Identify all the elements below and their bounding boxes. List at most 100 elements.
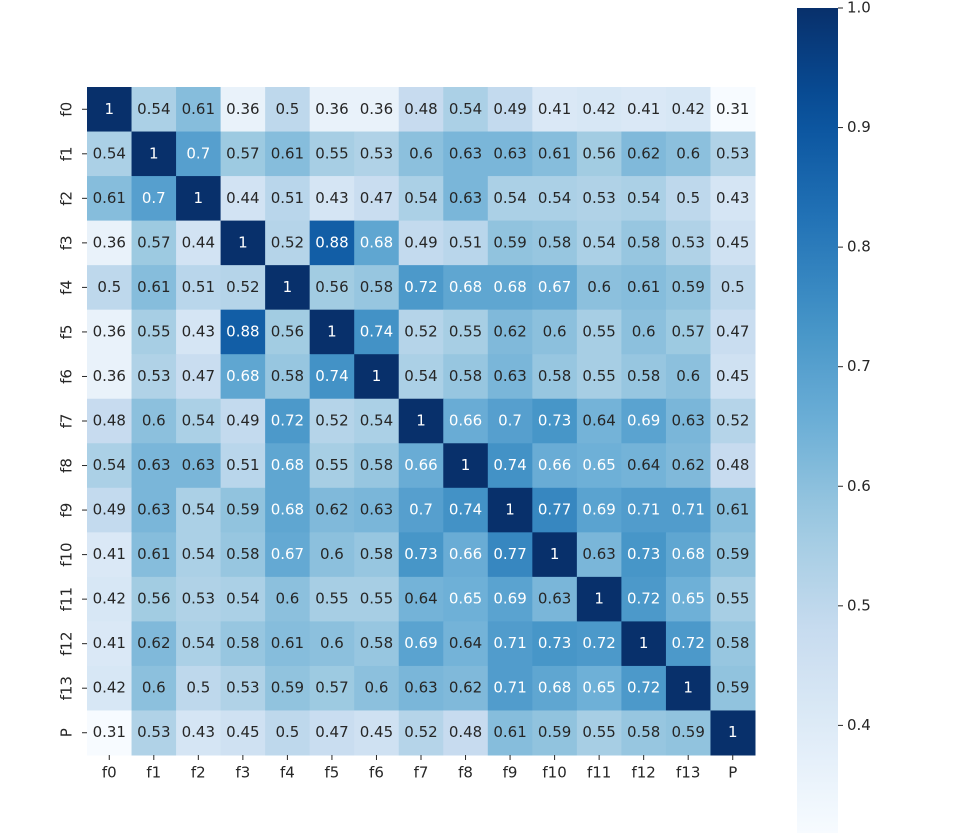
cell-label: 0.65 — [449, 590, 482, 608]
cell-label: 0.59 — [226, 501, 259, 519]
heatmap-cell — [665, 354, 711, 400]
heatmap-cell — [487, 487, 533, 533]
cell-label: 0.45 — [716, 233, 749, 251]
heatmap-cell — [176, 710, 222, 756]
heatmap-cell — [354, 309, 400, 355]
heatmap-cell — [176, 131, 222, 177]
heatmap-cell — [621, 621, 667, 667]
cell-label: 1 — [283, 278, 293, 296]
cell-label: 0.69 — [627, 412, 660, 430]
x-tick-label: f0 — [102, 764, 117, 782]
cell-label: 0.5 — [275, 100, 299, 118]
cell-label: 0.55 — [582, 322, 615, 340]
cell-label: 0.55 — [716, 590, 749, 608]
colorbar-tick-label: 0.7 — [847, 357, 871, 375]
heatmap-cell — [532, 621, 578, 667]
heatmap-cell — [710, 354, 756, 400]
heatmap-cell — [220, 532, 266, 578]
cell-label: 0.67 — [538, 278, 571, 296]
cell-label: 0.59 — [716, 545, 749, 563]
colorbar-tick-label: 0.9 — [847, 118, 871, 136]
heatmap-cell — [665, 131, 711, 177]
heatmap-cell — [265, 176, 311, 222]
heatmap-cell — [131, 398, 177, 444]
heatmap-cell — [265, 576, 311, 622]
cell-label: 0.56 — [582, 144, 615, 162]
cell-label: 0.58 — [449, 367, 482, 385]
heatmap-cell — [309, 220, 355, 266]
cell-label: 0.72 — [627, 679, 660, 697]
cell-label: 0.59 — [671, 723, 704, 741]
cell-label: 0.54 — [93, 456, 126, 474]
colorbar-tick-label: 1.0 — [847, 0, 871, 17]
y-tick-label: f8 — [58, 458, 76, 473]
cell-label: 0.66 — [404, 456, 437, 474]
heatmap-cell — [487, 443, 533, 489]
heatmap-cell — [621, 309, 667, 355]
cell-label: 0.68 — [493, 278, 526, 296]
cell-label: 0.52 — [716, 412, 749, 430]
heatmap-cell — [87, 309, 133, 355]
heatmap-cell — [87, 220, 133, 266]
y-tick-label: f4 — [58, 280, 76, 295]
heatmap-cell — [710, 220, 756, 266]
cell-label: 0.55 — [137, 322, 170, 340]
heatmap-cell — [710, 532, 756, 578]
cell-label: 0.53 — [137, 367, 170, 385]
heatmap-cell — [532, 532, 578, 578]
cell-label: 1 — [238, 233, 248, 251]
cell-label: 0.63 — [137, 456, 170, 474]
heatmap-cell — [309, 710, 355, 756]
x-tick-label: f2 — [191, 764, 206, 782]
cell-label: 0.6 — [142, 679, 166, 697]
cell-label: 0.72 — [671, 634, 704, 652]
colorbar-tick-label: 0.6 — [847, 477, 871, 495]
cell-label: 0.58 — [226, 545, 259, 563]
heatmap-cell — [710, 131, 756, 177]
heatmap-cell — [443, 354, 489, 400]
cell-label: 0.58 — [627, 233, 660, 251]
heatmap-cell — [265, 220, 311, 266]
heatmap-cell — [220, 87, 266, 133]
heatmap-cell — [532, 443, 578, 489]
cell-label: 0.63 — [493, 367, 526, 385]
colorbar-tick-label: 0.8 — [847, 238, 871, 256]
heatmap-cell — [621, 398, 667, 444]
cell-label: 0.71 — [627, 501, 660, 519]
cell-label: 0.54 — [360, 412, 393, 430]
cell-label: 0.36 — [360, 100, 393, 118]
cell-label: 0.31 — [93, 723, 126, 741]
cell-label: 0.64 — [404, 590, 437, 608]
cell-label: 0.61 — [271, 634, 304, 652]
cell-label: 0.77 — [538, 501, 571, 519]
cell-label: 0.53 — [137, 723, 170, 741]
heatmap-cell — [487, 220, 533, 266]
heatmap-cell — [87, 131, 133, 177]
heatmap-cell — [443, 309, 489, 355]
x-tick-label: f10 — [542, 764, 566, 782]
heatmap-cell — [621, 710, 667, 756]
heatmap-cell — [621, 176, 667, 222]
cell-label: 0.41 — [538, 100, 571, 118]
heatmap-cell — [443, 176, 489, 222]
cell-label: 0.88 — [226, 322, 259, 340]
heatmap-cell — [710, 576, 756, 622]
cell-label: 0.47 — [716, 322, 749, 340]
cell-label: 0.55 — [360, 590, 393, 608]
heatmap-cell — [487, 576, 533, 622]
y-tick-label: f3 — [58, 235, 76, 250]
cell-label: 0.72 — [404, 278, 437, 296]
cell-label: 1 — [461, 456, 471, 474]
cell-label: 0.5 — [275, 723, 299, 741]
heatmap-cell — [487, 309, 533, 355]
heatmap-cell — [398, 576, 444, 622]
heatmap-cell — [621, 131, 667, 177]
heatmap-cell — [443, 398, 489, 444]
cell-label: 0.63 — [449, 144, 482, 162]
cell-label: 0.59 — [538, 723, 571, 741]
heatmap-cell — [220, 665, 266, 711]
heatmap-cell — [443, 131, 489, 177]
heatmap-cell — [354, 532, 400, 578]
heatmap-cell — [665, 710, 711, 756]
cell-label: 0.68 — [271, 501, 304, 519]
